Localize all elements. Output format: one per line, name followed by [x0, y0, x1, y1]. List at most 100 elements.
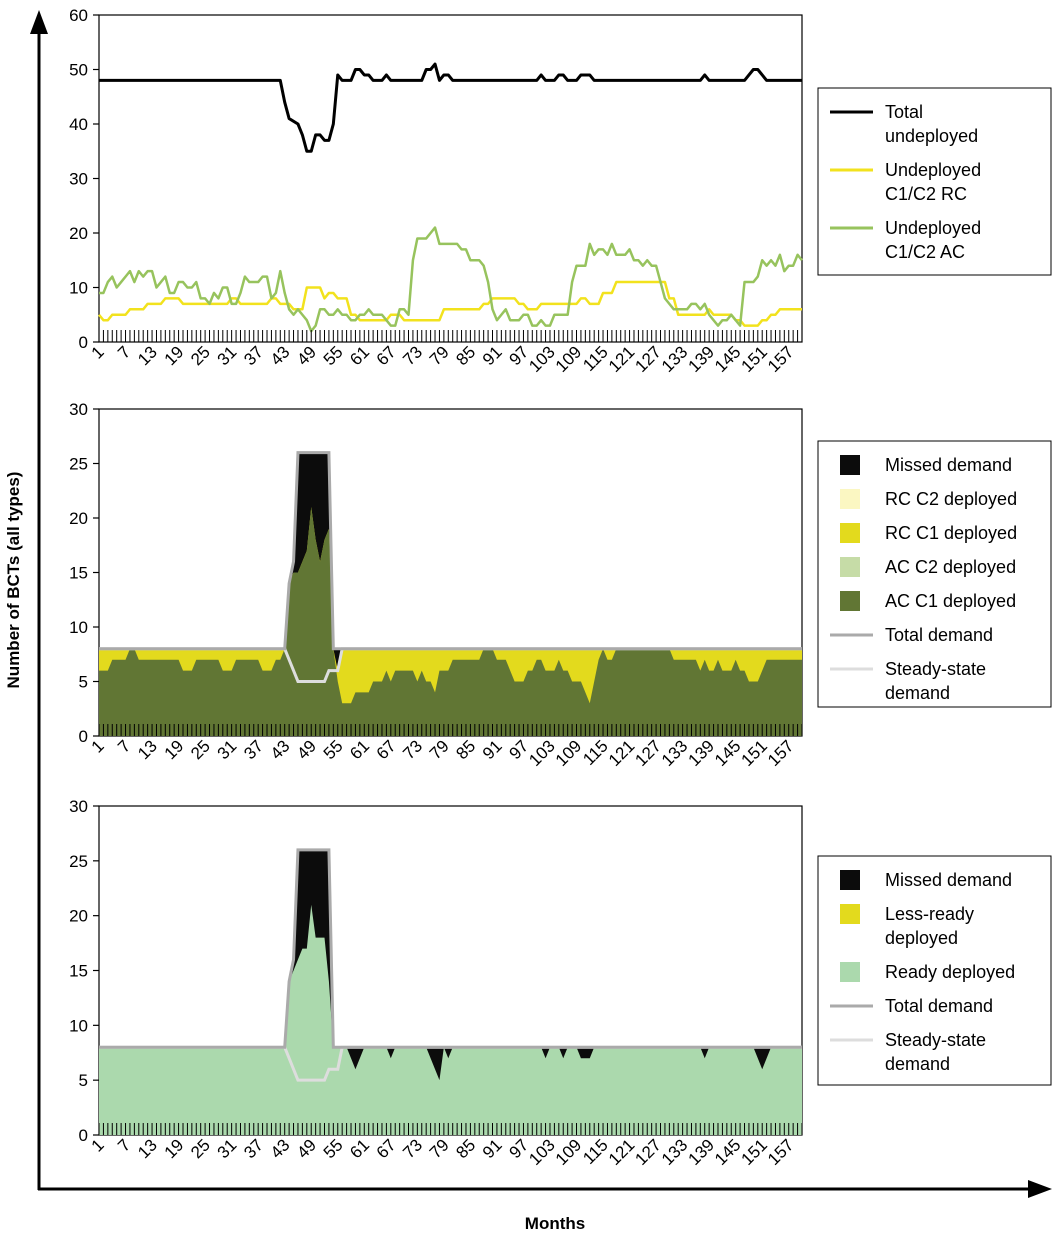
series-line-1: [99, 62, 802, 153]
x-tick-label: 115: [579, 342, 612, 375]
legend-swatch-square: [840, 523, 860, 543]
x-tick-label: 55: [320, 736, 347, 763]
legend-label: Total undeployed: [885, 102, 978, 146]
legend-label-line: Missed demand: [885, 455, 1012, 475]
x-tick-label: 133: [658, 1135, 691, 1168]
ready-deployed-area: [99, 904, 802, 1135]
x-tick-label: 91: [479, 342, 506, 369]
legend-label: Missed demand: [885, 455, 1012, 475]
y-tick-label: 60: [69, 6, 88, 25]
x-tick-label: 67: [373, 342, 400, 369]
total-demand-line: [99, 451, 802, 651]
legend-label: Steady-state demand: [885, 659, 986, 703]
x-minor-ticks: [98, 1123, 803, 1135]
legend-label-line: Total: [885, 102, 923, 122]
x-tick-label: 61: [346, 342, 373, 369]
legend: Missed demand RC C2 deployed RC C1 deploye…: [817, 440, 1052, 708]
legend-label-line: AC C1 deployed: [885, 591, 1016, 611]
legend-label-line: C1/C2 RC: [885, 184, 967, 204]
y-tick-label: 30: [69, 400, 88, 419]
legend-label: Undeployed C1/C2 RC: [885, 160, 981, 204]
legend-swatch-square: [840, 591, 860, 611]
x-tick-label: 7: [114, 342, 134, 362]
x-tick-label: 67: [373, 1135, 400, 1162]
x-tick-label: 13: [134, 736, 161, 763]
y-tick-label: 30: [69, 170, 88, 189]
x-tick-label: 67: [373, 736, 400, 763]
x-tick-label: 49: [293, 1135, 320, 1162]
y-tick-label: 0: [79, 1126, 88, 1145]
x-tick-label: 85: [452, 342, 479, 369]
x-minor-ticks: [98, 724, 803, 736]
legend-swatch-square: [840, 557, 860, 577]
x-tick-label: 115: [579, 1135, 612, 1168]
legend-label: Steady-state demand: [885, 1030, 986, 1074]
y-tick-label: 25: [69, 455, 88, 474]
x-minor-ticks: [98, 330, 803, 342]
legend-label-line: C1/C2 AC: [885, 242, 965, 262]
y-tick-label: 30: [69, 797, 88, 816]
x-tick-label: 157: [764, 736, 797, 769]
y-tick-label: 0: [79, 727, 88, 746]
x-tick-label: 43: [267, 342, 294, 369]
x-tick-label: 55: [320, 1135, 347, 1162]
x-tick-label: 157: [764, 342, 797, 375]
legend-label-line: Undeployed: [885, 218, 981, 238]
legend-label-line: demand: [885, 1054, 950, 1074]
x-tick-label: 1: [88, 342, 108, 362]
y-tick-label: 0: [79, 333, 88, 352]
steady-state-demand-line: [99, 647, 802, 683]
outer-axes: [30, 10, 1052, 1198]
x-tick-label: 79: [426, 736, 453, 763]
x-tick-label: 157: [764, 1135, 797, 1168]
legend-label-line: deployed: [885, 928, 958, 948]
x-tick-label: 73: [399, 342, 426, 369]
ac-c1-deployed-area: [99, 507, 802, 736]
legend-swatch-square: [840, 455, 860, 475]
legend-label-line: Less-ready: [885, 904, 974, 924]
series-line-3: [99, 226, 803, 333]
panel-top: 0 10 20 30 40 50 60 1 7 13 19 25 31 37 43 49 55 61 67 73 79 8…: [69, 6, 1052, 376]
legend-label-line: Undeployed: [885, 160, 981, 180]
legend-label: Undeployed C1/C2 AC: [885, 218, 981, 262]
legend-label-line: Total demand: [885, 996, 993, 1016]
legend-box: [817, 87, 1052, 276]
x-tick-label: 85: [452, 736, 479, 763]
y-tick-label: 20: [69, 224, 88, 243]
legend-swatch-square: [840, 489, 860, 509]
outer-x-axis-arrow: [1028, 1180, 1052, 1198]
x-tick-label: 73: [399, 1135, 426, 1162]
y-tick-label: 5: [79, 1071, 88, 1090]
legend-label-line: demand: [885, 683, 950, 703]
x-tick-label: 115: [579, 736, 612, 769]
x-tick-label: 25: [187, 1135, 214, 1162]
legend-label: RC C1 deployed: [885, 523, 1017, 543]
x-tick-label: 31: [214, 1135, 241, 1162]
legend-label: Missed demand: [885, 870, 1012, 890]
x-tick-label: 37: [240, 1135, 267, 1162]
legend-label: Total demand: [885, 996, 993, 1016]
steady-state-demand-line: [99, 1045, 802, 1082]
x-tick-label: 79: [426, 342, 453, 369]
x-tick-label: 7: [114, 736, 134, 756]
x-tick-label: 49: [293, 342, 320, 369]
legend-label-line: AC C2 deployed: [885, 557, 1016, 577]
x-tick-label: 19: [161, 342, 188, 369]
x-tick-label: 61: [346, 1135, 373, 1162]
legend-label-line: Missed demand: [885, 870, 1012, 890]
y-tick-label: 10: [69, 1016, 88, 1035]
y-tick-label: 5: [79, 673, 88, 692]
legend-swatch-square: [840, 962, 860, 982]
y-tick-label: 50: [69, 61, 88, 80]
y-tick-label: 10: [69, 279, 88, 298]
legend-label: AC C2 deployed: [885, 557, 1016, 577]
x-tick-label: 37: [240, 342, 267, 369]
x-tick-label: 61: [346, 736, 373, 763]
x-tick-label: 19: [161, 736, 188, 763]
y-tick-label: 15: [69, 564, 88, 583]
y-tick-label: 40: [69, 115, 88, 134]
legend-label-line: RC C1 deployed: [885, 523, 1017, 543]
series-line-2: [98, 280, 802, 327]
